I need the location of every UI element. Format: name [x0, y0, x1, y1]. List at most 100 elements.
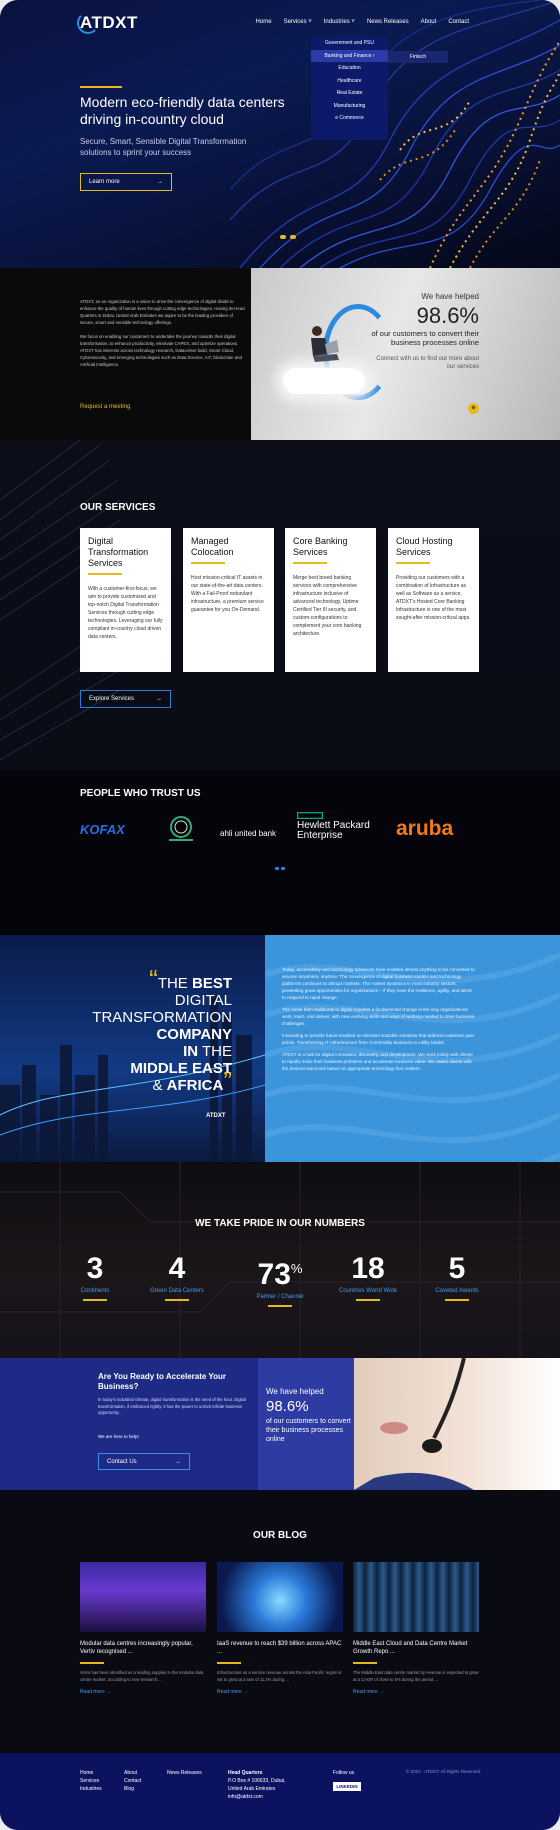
footer-link-news[interactable]: News Releases [167, 1770, 202, 1776]
footer-link-industries[interactable]: Industries [80, 1786, 102, 1792]
blog-post-title[interactable]: Modular data centres increasingly popula… [80, 1641, 193, 1655]
footer-link-home[interactable]: Home [80, 1770, 94, 1776]
footer-link-blog[interactable]: Blog [124, 1786, 135, 1792]
nav-news-releases[interactable]: News Releases [366, 19, 409, 25]
contact-label: Contact Us [107, 1458, 137, 1465]
service-card-cloud-hosting[interactable]: Cloud Hosting Services Providing our cus… [388, 528, 479, 672]
dropdown-item-active[interactable]: Banking and Finance › [311, 49, 388, 62]
nav-contact[interactable]: Contact [448, 19, 469, 25]
blog-post[interactable]: Middle East Cloud and Data Centre Market… [353, 1562, 479, 1695]
about-paragraph: We focus on enabling our customers to un… [80, 334, 242, 367]
stat-data-centers: 4 Green Data Centers [137, 1253, 217, 1301]
stat-label: Partner / Channel [256, 1294, 304, 1300]
ready-left-panel [0, 1358, 258, 1490]
footer-links: Home Services Industries [80, 1769, 102, 1793]
blog-post-title[interactable]: IaaS revenue to reach $39 billion across… [217, 1641, 342, 1655]
service-card-digital-transformation[interactable]: Digital Transformation Services With a c… [80, 528, 171, 672]
slider-dot[interactable] [290, 235, 296, 239]
best-company-headline: “THE BEST DIGITAL TRANSFORMATION COMPANY… [80, 966, 232, 1096]
service-card-desc: Merge best breed banking services with c… [293, 575, 362, 637]
service-card-managed-colocation[interactable]: Managed Colocation Host mission-critical… [183, 528, 274, 672]
dropdown-item[interactable]: e Commerce [335, 115, 364, 121]
footer-email[interactable]: info@atdxt.com [228, 1794, 263, 1800]
person-laptop-image [311, 326, 339, 362]
service-card-core-banking[interactable]: Core Banking Services Merge best breed b… [285, 528, 376, 672]
nav-industries[interactable]: Industries ˅ [323, 19, 355, 25]
dropdown-item-label: Banking and Finance [324, 52, 372, 59]
linkedin-button[interactable]: LINKEDIN [333, 1782, 361, 1791]
dropdown-item[interactable]: Government and PSU [325, 40, 374, 46]
headline-line: THE [198, 1043, 232, 1060]
hero-slider-dots[interactable] [280, 235, 296, 239]
stat-label: Continents [80, 1288, 110, 1294]
request-meeting-link[interactable]: Request a meeting [80, 404, 131, 410]
hero-wave-graphic [230, 0, 560, 268]
stat-unit: % [290, 1261, 303, 1276]
nav-home[interactable]: Home [255, 19, 272, 25]
dropdown-item[interactable]: Real Estate [336, 90, 363, 96]
dropdown-item[interactable]: Manufacturing [333, 102, 366, 109]
slider-dot[interactable] [281, 867, 285, 870]
arrow-right-icon: → [157, 179, 163, 185]
helped-connect-text: Connect with us to find out more about o… [376, 356, 479, 370]
footer-link-services[interactable]: Services [80, 1778, 100, 1784]
blog-image[interactable] [217, 1562, 343, 1632]
nav-about[interactable]: About [420, 19, 437, 25]
helped-caption: of our customers to convert their busine… [371, 329, 479, 347]
ready-stat-panel [258, 1358, 354, 1490]
dropdown-item[interactable]: Education [338, 65, 361, 71]
headline-line: & [152, 1077, 167, 1094]
read-more-link[interactable]: Read more → [80, 1689, 112, 1695]
circuit-background [0, 1162, 560, 1358]
read-more-label: Read more [80, 1689, 105, 1695]
footer-link-about[interactable]: About [124, 1770, 138, 1776]
dropdown-item[interactable]: Healthcare [337, 77, 362, 84]
service-card-title: Managed Colocation [191, 536, 234, 557]
read-more-link[interactable]: Read more → [217, 1689, 249, 1695]
connect-button[interactable]: ⊕ [468, 403, 479, 414]
slider-dot[interactable] [275, 867, 279, 870]
slider-dot[interactable] [280, 235, 286, 239]
site-logo[interactable]: ATDXT [77, 12, 138, 34]
contact-us-button[interactable]: Contact Us → [98, 1453, 190, 1470]
read-more-label: Read more [353, 1689, 378, 1695]
numbers-section [0, 1162, 560, 1358]
nav-services-label: Services [283, 19, 307, 25]
footer-address: Head Quarters P.O Box # 106633, Dubai, U… [228, 1769, 285, 1801]
blog-image[interactable] [353, 1562, 479, 1632]
ready-text: In today's industrial climate, digital t… [98, 1397, 246, 1415]
blog-title: OUR BLOG [253, 1530, 307, 1541]
trust-slider-dots[interactable] [275, 867, 285, 870]
arrow-right-icon: → [175, 1458, 181, 1465]
hero-title: Modern eco-friendly data centers driving… [80, 94, 285, 127]
hpe-logo: Hewlett Packard Enterprise [297, 820, 370, 841]
footer-link-contact[interactable]: Contact [124, 1778, 142, 1784]
blog-post[interactable]: IaaS revenue to reach $39 billion across… [217, 1562, 343, 1695]
blog-post[interactable]: Modular data centres increasingly popula… [80, 1562, 206, 1695]
trust-section [0, 770, 560, 935]
blog-post-desc: The Middle East data centre market by re… [353, 1670, 479, 1682]
helped-percentage: 98.6% [266, 1398, 309, 1415]
industries-dropdown: Government and PSU Banking and Finance ›… [311, 37, 388, 140]
blog-image[interactable] [80, 1562, 206, 1632]
stat-awards: 5 Coveted Awards [417, 1253, 497, 1301]
hpe-rectangle-icon [297, 812, 323, 819]
service-card-desc: Providing our customers with a combinati… [396, 575, 471, 621]
best-brand-logo: ATDXT [206, 1113, 226, 1119]
nav-services[interactable]: Services ˅ [283, 19, 312, 25]
blog-post-desc: Infrastructure as a service revenue acro… [217, 1670, 342, 1682]
accent-line [80, 86, 122, 88]
learn-more-button[interactable]: Learn more → [80, 173, 172, 191]
submenu-fintech[interactable]: Fintech [388, 51, 448, 63]
blog-post-title[interactable]: Middle East Cloud and Data Centre Market… [353, 1641, 468, 1655]
explore-services-button[interactable]: Explore Services → [80, 690, 171, 708]
footer-follow: Follow us [333, 1770, 355, 1776]
ready-title: Are You Ready to Accelerate Your Busines… [98, 1372, 227, 1391]
quote-close-icon: ” [223, 1066, 232, 1096]
read-more-link[interactable]: Read more → [353, 1689, 385, 1695]
ahli-united-bank-logo: ahli united bank [220, 829, 277, 838]
headline-line: TRANSFORMATION [92, 1009, 232, 1026]
explore-label: Explore Services [89, 696, 135, 702]
best-paragraph: ATDXT is a hub for digital innovation, d… [282, 1052, 473, 1071]
